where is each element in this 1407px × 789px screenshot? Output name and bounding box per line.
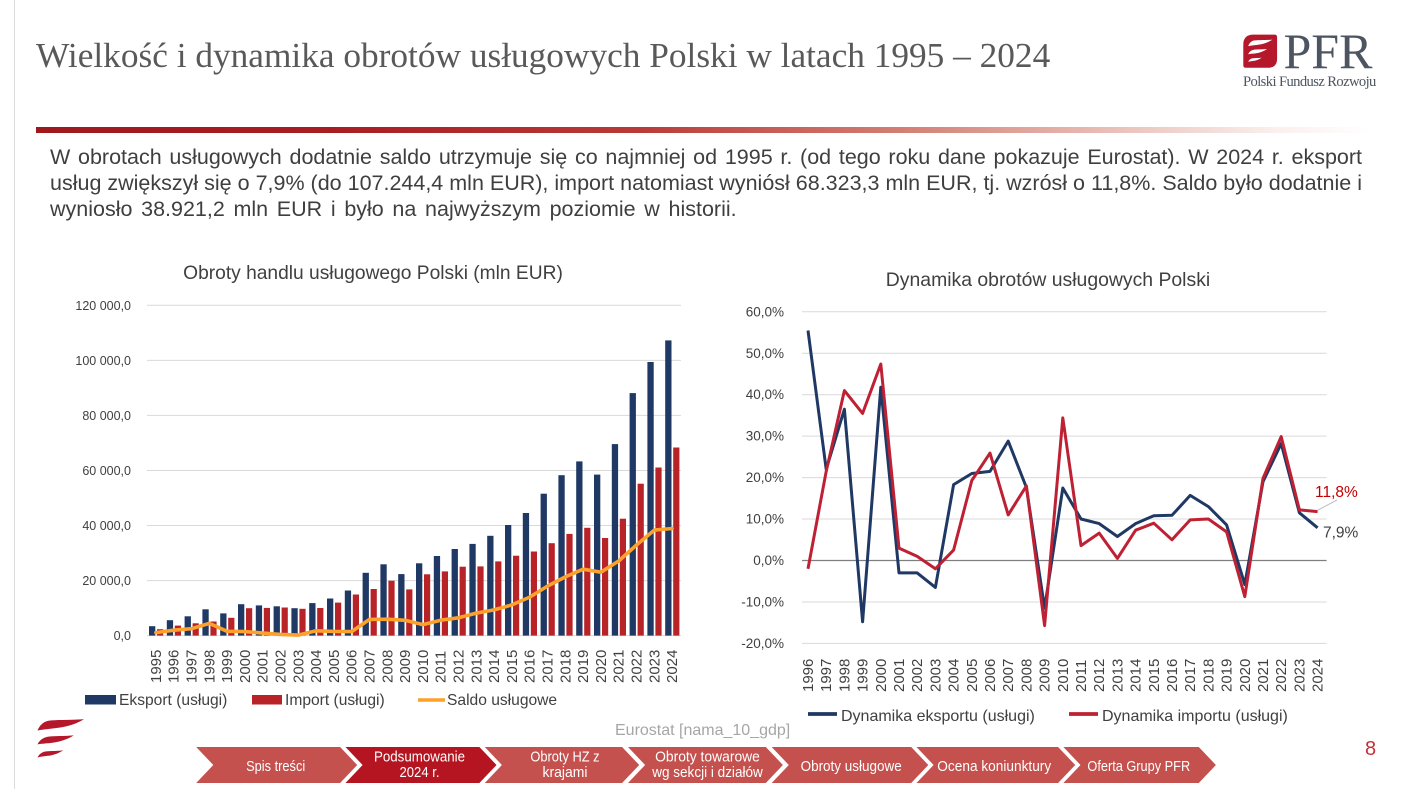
svg-text:2000: 2000 bbox=[237, 650, 254, 683]
svg-text:100 000,0: 100 000,0 bbox=[75, 354, 131, 368]
svg-text:1996: 1996 bbox=[800, 659, 817, 692]
svg-text:1997: 1997 bbox=[184, 650, 201, 683]
svg-text:2014: 2014 bbox=[486, 650, 503, 683]
svg-text:2024: 2024 bbox=[1310, 659, 1327, 692]
svg-text:2001: 2001 bbox=[891, 659, 908, 692]
svg-text:120 000,0: 120 000,0 bbox=[75, 299, 131, 313]
svg-text:Import (usługi): Import (usługi) bbox=[285, 692, 385, 709]
svg-text:60,0%: 60,0% bbox=[746, 304, 784, 319]
svg-text:2006: 2006 bbox=[982, 659, 999, 692]
svg-text:2011: 2011 bbox=[1073, 660, 1090, 692]
svg-text:2010: 2010 bbox=[415, 650, 432, 683]
svg-text:Dynamika importu (usługi): Dynamika importu (usługi) bbox=[1102, 708, 1288, 725]
svg-text:2020: 2020 bbox=[1237, 659, 1254, 692]
svg-text:2024: 2024 bbox=[664, 650, 681, 683]
svg-text:2024 r.: 2024 r. bbox=[400, 764, 440, 781]
svg-text:2007: 2007 bbox=[362, 650, 379, 683]
svg-text:PFR: PFR bbox=[1284, 28, 1374, 79]
svg-text:20,0%: 20,0% bbox=[746, 470, 784, 485]
svg-text:2009: 2009 bbox=[397, 650, 414, 683]
svg-text:60 000,0: 60 000,0 bbox=[82, 464, 131, 478]
svg-text:2021: 2021 bbox=[611, 650, 628, 683]
svg-text:2018: 2018 bbox=[1200, 659, 1217, 692]
svg-text:2023: 2023 bbox=[646, 650, 663, 683]
svg-text:2004: 2004 bbox=[308, 650, 325, 683]
svg-text:2002: 2002 bbox=[273, 650, 290, 683]
svg-text:2014: 2014 bbox=[1128, 659, 1145, 692]
svg-text:2000: 2000 bbox=[873, 659, 890, 692]
svg-text:1995: 1995 bbox=[148, 650, 165, 683]
svg-text:0,0: 0,0 bbox=[114, 629, 131, 643]
svg-text:Obroty towarowe: Obroty towarowe bbox=[655, 749, 760, 766]
svg-text:2023: 2023 bbox=[1291, 659, 1308, 692]
svg-text:2018: 2018 bbox=[557, 650, 574, 683]
svg-text:10,0%: 10,0% bbox=[746, 512, 784, 527]
svg-text:wg sekcji i działów: wg sekcji i działów bbox=[651, 764, 763, 781]
svg-text:2016: 2016 bbox=[522, 650, 539, 683]
svg-text:-10,0%: -10,0% bbox=[741, 595, 784, 610]
svg-text:Podsumowanie: Podsumowanie bbox=[374, 749, 465, 766]
svg-text:-20,0%: -20,0% bbox=[741, 636, 784, 651]
svg-text:2012: 2012 bbox=[1091, 659, 1108, 692]
svg-text:1996: 1996 bbox=[166, 650, 183, 683]
svg-text:2010: 2010 bbox=[1055, 659, 1072, 692]
svg-text:2011: 2011 bbox=[433, 651, 450, 683]
svg-text:11,8%: 11,8% bbox=[1315, 484, 1358, 501]
svg-text:2012: 2012 bbox=[451, 650, 468, 683]
svg-text:40 000,0: 40 000,0 bbox=[82, 519, 131, 533]
svg-text:2013: 2013 bbox=[1109, 659, 1126, 692]
svg-text:2020: 2020 bbox=[593, 650, 610, 683]
svg-text:1999: 1999 bbox=[855, 659, 872, 692]
svg-text:2008: 2008 bbox=[1018, 659, 1035, 692]
svg-text:Oferta Grupy PFR: Oferta Grupy PFR bbox=[1087, 758, 1190, 775]
svg-text:1997: 1997 bbox=[818, 659, 835, 692]
svg-text:Saldo usługowe: Saldo usługowe bbox=[447, 692, 557, 709]
svg-text:Dynamika obrotów usługowych Po: Dynamika obrotów usługowych Polski bbox=[886, 269, 1210, 291]
svg-text:0,0%: 0,0% bbox=[753, 553, 784, 568]
svg-text:Polski Fundusz Rozwoju: Polski Fundusz Rozwoju bbox=[1243, 74, 1377, 90]
svg-text:Dynamika eksportu (usługi): Dynamika eksportu (usługi) bbox=[841, 708, 1035, 725]
svg-text:2017: 2017 bbox=[1182, 659, 1199, 692]
svg-text:Obroty usługowe: Obroty usługowe bbox=[801, 758, 902, 775]
svg-text:2004: 2004 bbox=[946, 659, 963, 692]
svg-text:2019: 2019 bbox=[1219, 659, 1236, 692]
svg-text:30,0%: 30,0% bbox=[746, 429, 784, 444]
svg-text:2022: 2022 bbox=[1273, 659, 1290, 692]
svg-text:2005: 2005 bbox=[964, 659, 981, 692]
svg-text:Spis treści: Spis treści bbox=[246, 758, 305, 775]
svg-text:2016: 2016 bbox=[1164, 659, 1181, 692]
svg-text:2007: 2007 bbox=[1000, 659, 1017, 692]
svg-text:7,9%: 7,9% bbox=[1323, 525, 1359, 542]
svg-text:2013: 2013 bbox=[468, 650, 485, 683]
svg-text:2015: 2015 bbox=[504, 650, 521, 683]
svg-text:2003: 2003 bbox=[290, 650, 307, 683]
svg-text:2002: 2002 bbox=[909, 659, 926, 692]
svg-text:krajami: krajami bbox=[543, 764, 588, 781]
svg-text:50,0%: 50,0% bbox=[746, 346, 784, 361]
svg-text:1998: 1998 bbox=[836, 659, 853, 692]
svg-text:Obroty handlu usługowego Polsk: Obroty handlu usługowego Polski (mln EUR… bbox=[183, 263, 563, 284]
svg-text:2017: 2017 bbox=[540, 650, 557, 683]
svg-text:2003: 2003 bbox=[927, 659, 944, 692]
svg-text:2008: 2008 bbox=[379, 650, 396, 683]
svg-text:2019: 2019 bbox=[575, 650, 592, 683]
svg-text:2005: 2005 bbox=[326, 650, 343, 683]
svg-text:2022: 2022 bbox=[629, 650, 646, 683]
svg-text:2009: 2009 bbox=[1037, 659, 1054, 692]
svg-text:2001: 2001 bbox=[255, 650, 272, 683]
svg-text:20 000,0: 20 000,0 bbox=[82, 574, 131, 588]
svg-text:40,0%: 40,0% bbox=[746, 387, 784, 402]
svg-text:1998: 1998 bbox=[201, 650, 218, 683]
svg-text:80 000,0: 80 000,0 bbox=[82, 409, 131, 423]
svg-text:1999: 1999 bbox=[219, 650, 236, 683]
svg-text:2021: 2021 bbox=[1255, 659, 1272, 692]
svg-text:2015: 2015 bbox=[1146, 659, 1163, 692]
svg-text:2006: 2006 bbox=[344, 650, 361, 683]
svg-text:Eksport (usługi): Eksport (usługi) bbox=[119, 692, 227, 709]
svg-text:Ocena koniunktury: Ocena koniunktury bbox=[937, 758, 1051, 775]
svg-text:Obroty HZ z: Obroty HZ z bbox=[530, 749, 599, 766]
